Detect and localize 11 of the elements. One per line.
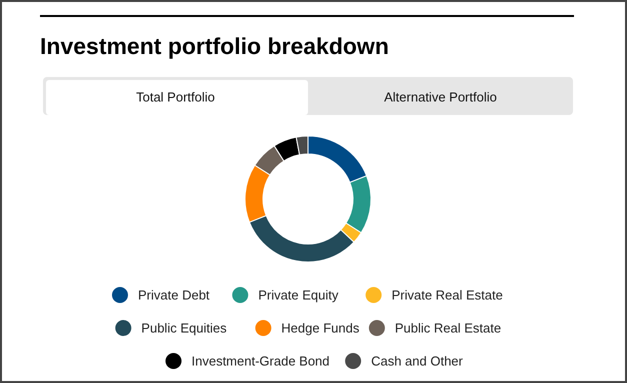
legend-label: Public Equities — [141, 320, 228, 336]
text: Alternative Portfolio — [384, 90, 497, 105]
legend-label: Investment-Grade Bond — [192, 354, 330, 369]
legend-label: Private Equity — [258, 288, 339, 303]
legend-label: Private Real Estate — [392, 288, 503, 303]
legend-label: Hedge Funds — [281, 320, 360, 336]
legend-label: Cash and Other — [371, 354, 464, 369]
legend-label: Private Debt — [138, 288, 210, 303]
chart-title: Investment portfolio breakdown — [40, 33, 389, 59]
text: Total Portfolio — [136, 90, 215, 105]
legend-label: Public Real Estate — [394, 320, 502, 336]
